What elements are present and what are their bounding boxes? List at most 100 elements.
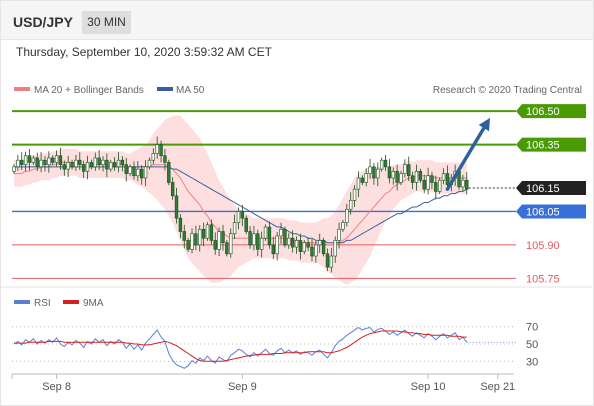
candle-body (194, 233, 198, 246)
legend-9ma: 9MA (83, 298, 104, 309)
candle-body (167, 162, 171, 183)
candle-body (101, 159, 105, 165)
moving-averages (14, 161, 468, 246)
price-levels (12, 110, 516, 279)
candle-body (256, 233, 260, 250)
candle-body (16, 159, 20, 168)
candle-body (290, 237, 295, 248)
bollinger-band (14, 115, 467, 285)
rsi-ma-line (14, 330, 467, 362)
x-axis-ticks: Sep 8 Sep 9 Sep 10 Sep 21 (11, 374, 515, 393)
candle-body (151, 153, 156, 161)
candle-body (232, 222, 237, 235)
candle-body (441, 173, 446, 181)
candle-body (426, 175, 430, 190)
candle-body (364, 173, 368, 183)
candle-body (140, 168, 144, 179)
candle-body (437, 179, 442, 192)
candle-body (97, 157, 101, 165)
candle-body (310, 246, 314, 257)
candle-body (275, 235, 279, 255)
candle-body (360, 177, 364, 183)
candle-body (318, 240, 322, 246)
candle-body (112, 162, 117, 168)
credit-text: Research © 2020 Trading Central (433, 85, 582, 96)
candle-body (31, 157, 36, 163)
candle-body (198, 228, 202, 246)
candle-body (74, 159, 78, 168)
candle-body (387, 166, 392, 179)
candle-body (391, 171, 395, 179)
candle-body (50, 157, 55, 163)
rsi-line (13, 326, 468, 369)
rsi-tick-50: 50 (526, 339, 538, 351)
candle-body (27, 155, 32, 163)
candle-body (120, 159, 125, 165)
candle-body (252, 233, 256, 246)
candle-body (190, 233, 194, 250)
candle-body (302, 242, 306, 252)
candle-body (465, 179, 469, 190)
candle-body (445, 173, 450, 185)
candle-body (39, 159, 43, 168)
candle-body (147, 159, 152, 168)
legend-swatch-rsi (14, 300, 30, 304)
candles (12, 136, 469, 273)
candle-body (461, 179, 465, 188)
candle-body (372, 166, 376, 179)
candle-body (116, 159, 121, 168)
level-label-105.90: 105.90 (526, 240, 560, 252)
candle-body (348, 200, 353, 210)
candle-body (325, 253, 330, 268)
candle-body (329, 255, 334, 268)
candle-body (376, 168, 380, 179)
candle-body (221, 231, 225, 243)
candle-body (263, 226, 268, 239)
candle-body (283, 228, 287, 246)
candle-body (201, 228, 206, 239)
candle-body (78, 159, 82, 165)
candle-body (54, 155, 59, 163)
level-label-106.50: 106.50 (526, 106, 560, 118)
legend-ma50: MA 50 (176, 85, 205, 96)
candle-body (66, 162, 70, 170)
x-tick-label: Sep 10 (411, 381, 446, 393)
candle-body (155, 144, 159, 154)
candle-body (47, 157, 51, 165)
rsi-tick-30: 30 (526, 356, 538, 368)
candle-body (356, 177, 361, 190)
timeframe-badge[interactable]: 30 MIN (82, 11, 131, 34)
level-label-bg-106.35 (516, 137, 586, 152)
candle-body (170, 182, 175, 197)
candle-body (81, 164, 86, 172)
chart-header: USD/JPY 30 MIN (1, 1, 593, 40)
candle-body (178, 217, 183, 232)
symbol-title: USD/JPY (13, 14, 73, 30)
candle-body (182, 231, 186, 241)
candle-body (105, 159, 109, 170)
candle-body (93, 157, 97, 168)
level-label-bg-106.50 (516, 104, 586, 119)
candle-body (89, 162, 94, 168)
candle-body (379, 159, 384, 170)
candle-body (352, 188, 357, 201)
candle-body (136, 168, 140, 177)
candle-body (383, 159, 388, 168)
candle-body (271, 244, 275, 255)
candle-body (35, 157, 39, 168)
candle-body (399, 173, 403, 183)
candle-body (85, 162, 90, 172)
candle-body (434, 182, 438, 192)
candle-body (298, 240, 303, 252)
candle-body (58, 155, 63, 165)
candle-body (12, 166, 16, 172)
candle-body (229, 233, 233, 255)
candle-body (430, 175, 434, 183)
candle-body (143, 166, 148, 179)
candle-body (109, 162, 113, 170)
bollinger-band-area (14, 115, 467, 285)
candle-body (287, 237, 291, 246)
candle-body (337, 228, 341, 241)
legend-rsi: RSI (34, 298, 51, 309)
level-label-105.75: 105.75 (526, 273, 560, 285)
